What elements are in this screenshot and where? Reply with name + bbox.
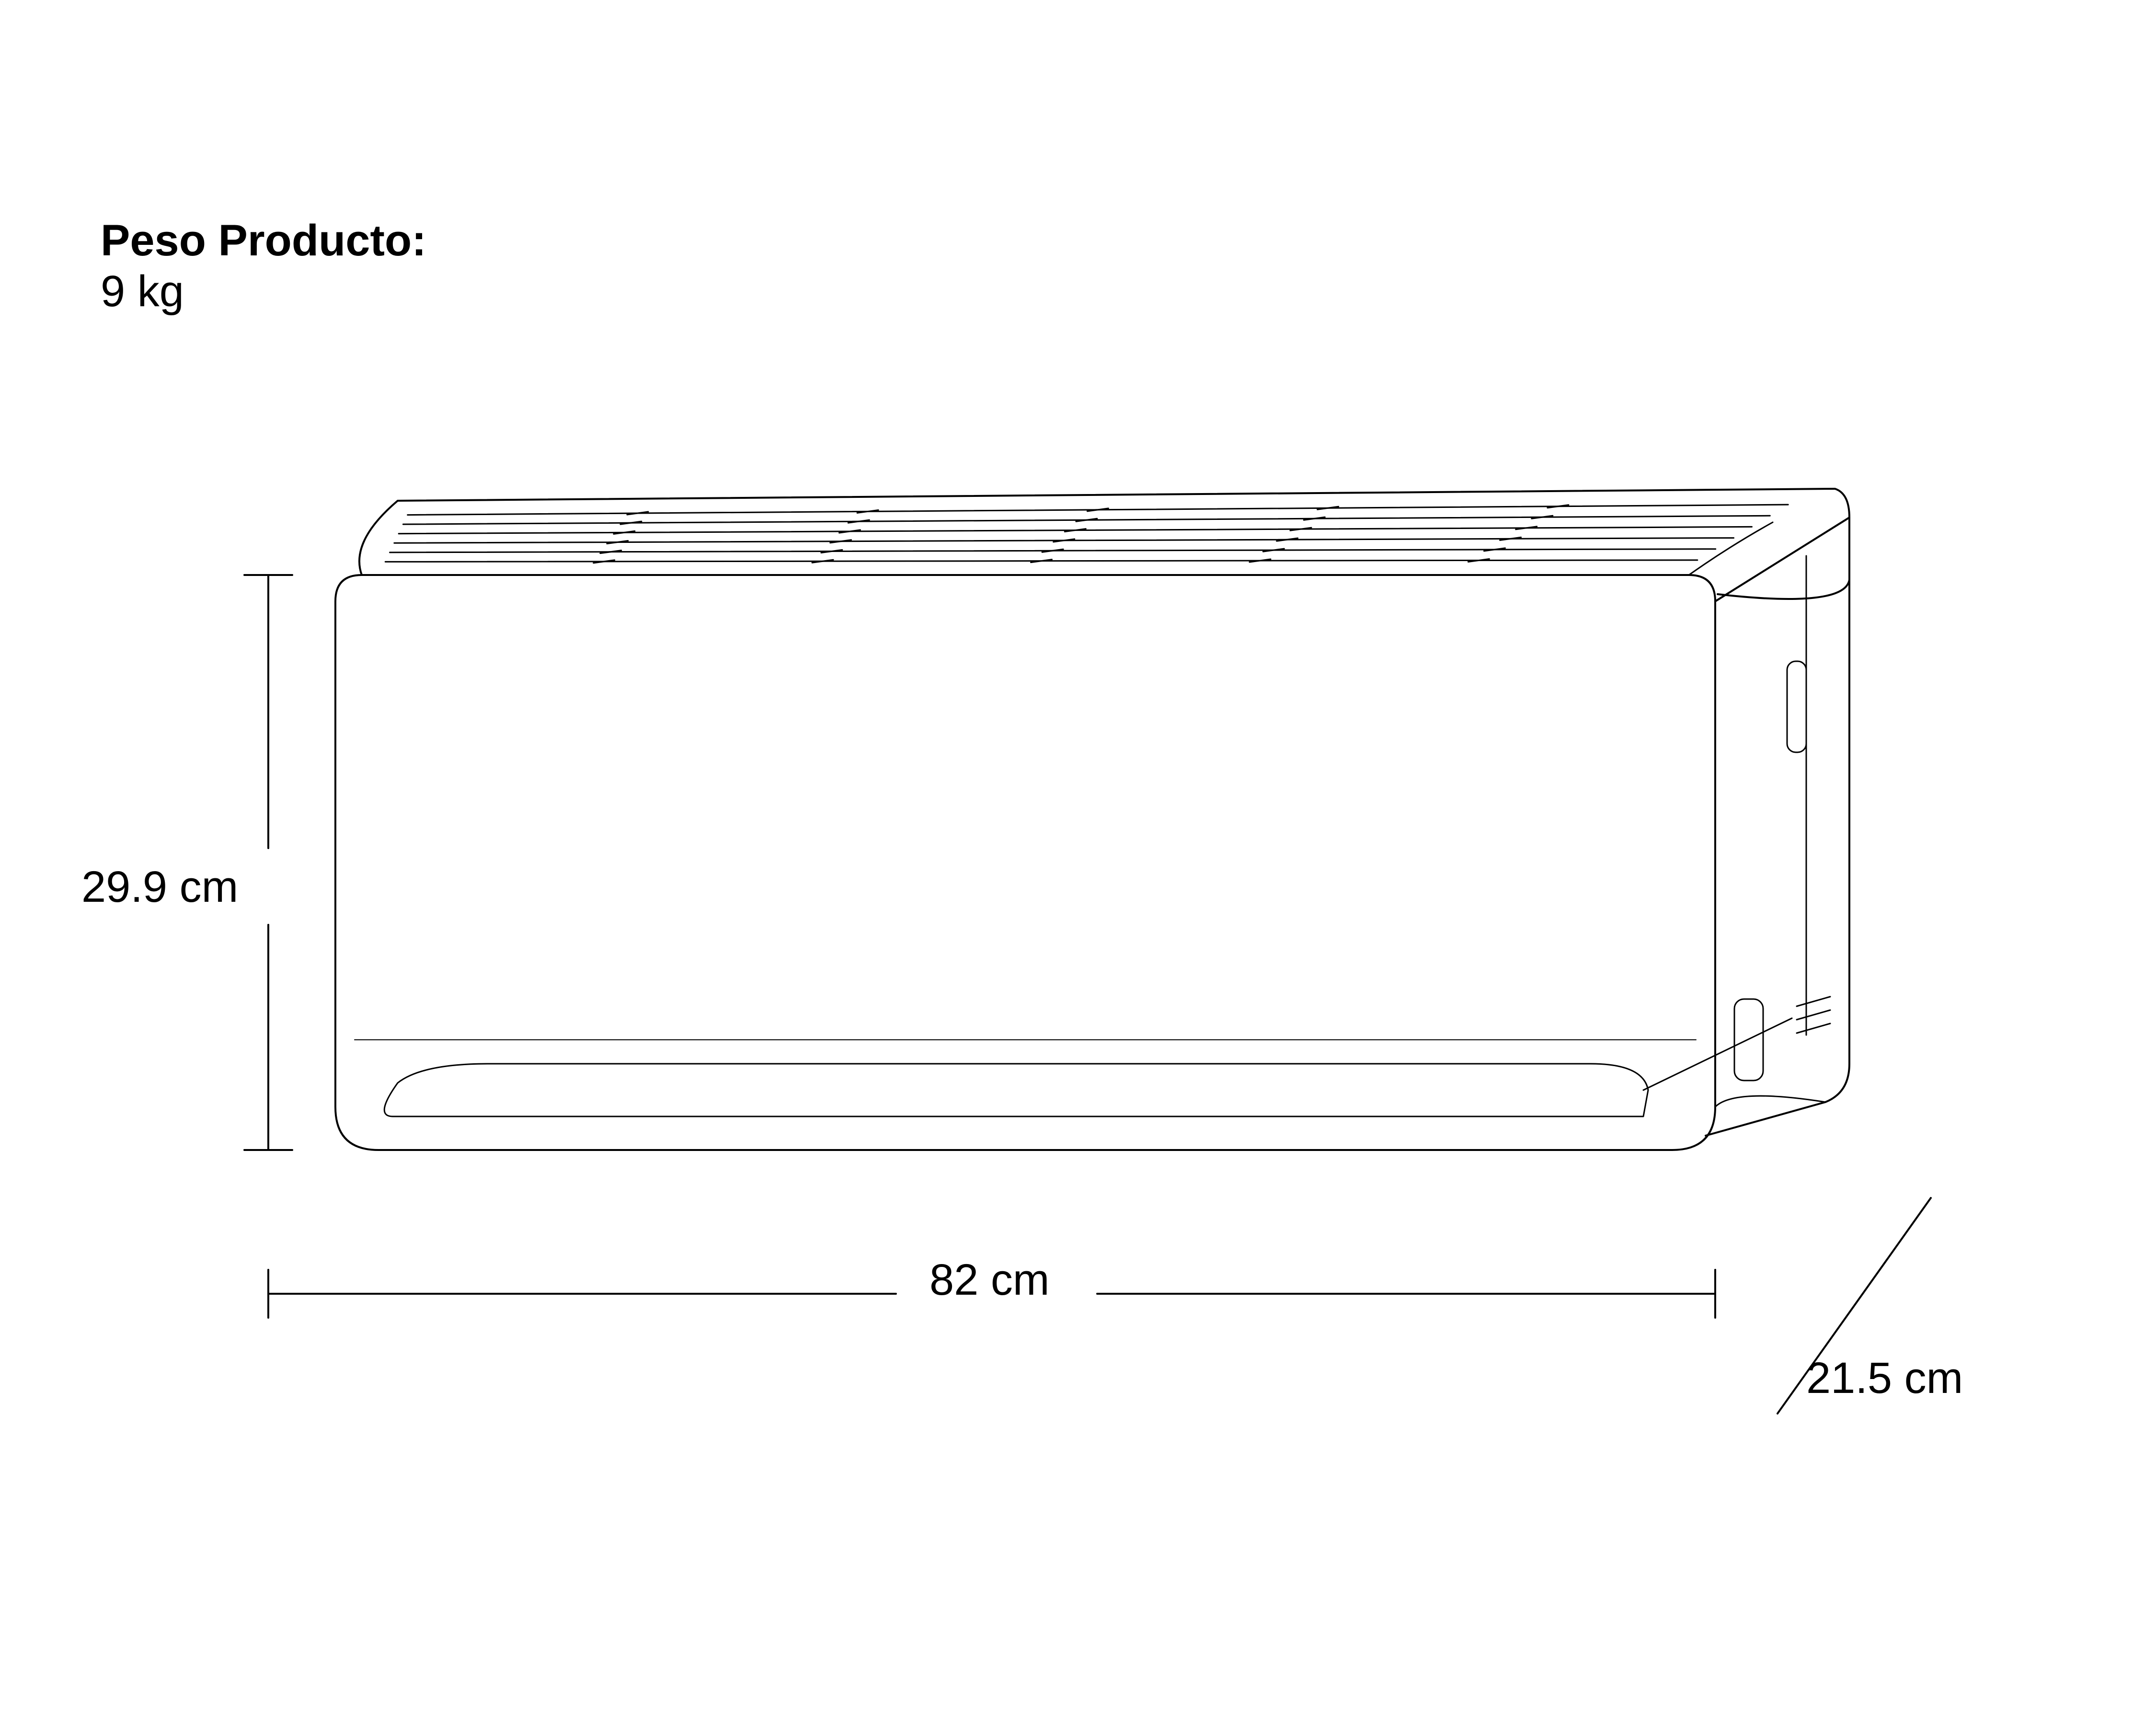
spec-diagram: Peso Producto: 9 kg 29.9 cm 82 cm 21.5 c… xyxy=(0,0,2156,1725)
unit-line-drawing xyxy=(0,0,2156,1725)
